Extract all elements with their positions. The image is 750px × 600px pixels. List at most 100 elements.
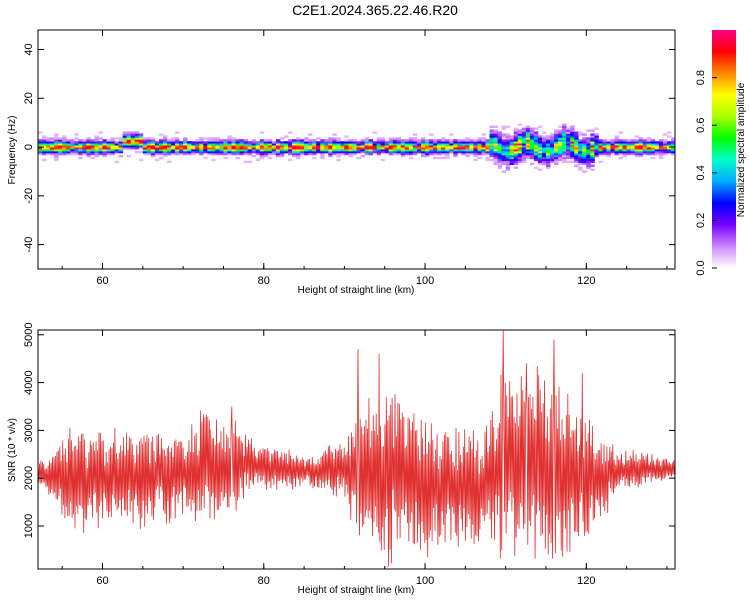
spectrogram-cell	[465, 143, 470, 146]
spectrogram-cell	[469, 149, 474, 152]
spectrogram-cell	[477, 141, 482, 144]
spectrogram-cell	[316, 145, 321, 148]
spectrogram-cell	[433, 152, 438, 156]
spectrogram-cell	[582, 139, 587, 142]
spectrogram-cell	[433, 145, 438, 148]
spectrogram-cell	[590, 164, 595, 167]
spectrogram-cell	[90, 145, 95, 148]
spectrogram-cell	[368, 150, 374, 154]
spectrogram-cell	[400, 150, 406, 154]
spectrogram-cell	[550, 147, 555, 150]
spectrogram-cell	[66, 149, 71, 152]
spectrogram-cell	[433, 139, 438, 142]
spectrogram-cell	[58, 150, 63, 154]
spectrogram-cell	[529, 150, 535, 154]
spectrogram-cell	[489, 152, 494, 156]
spectrogram-cell	[78, 145, 83, 148]
spectrogram-cell	[529, 152, 535, 156]
spectrogram-cell	[255, 143, 261, 146]
spectrogram-cell	[316, 149, 321, 152]
spectrogram-cell	[364, 145, 369, 148]
spectrogram-cell	[175, 131, 180, 134]
spectrogram-cell	[501, 149, 507, 152]
spectrogram-cell	[541, 139, 547, 142]
spectrogram-cell	[255, 150, 261, 154]
spectrogram-cell	[465, 149, 470, 152]
spectrogram-cell	[106, 145, 111, 148]
spectrogram-cell	[574, 133, 579, 136]
spectrogram-cell	[562, 154, 567, 158]
spectrogram-cell	[473, 139, 478, 142]
spectrogram-cell	[223, 147, 228, 150]
spectrogram-cell	[404, 149, 410, 152]
spectrogram-cell	[586, 150, 591, 154]
spectrogram-cell	[533, 147, 539, 150]
spectrogram-cell	[493, 141, 499, 144]
spectrogram-cell	[336, 137, 341, 140]
spectrogram-cell	[167, 143, 172, 146]
spectrogram-cell	[505, 150, 511, 154]
spectrogram-cell	[158, 150, 164, 154]
spectrogram-cell	[300, 139, 305, 142]
spectrogram-cell	[517, 154, 523, 158]
spectrogram-cell	[501, 156, 507, 160]
spectrogram-cell	[219, 149, 224, 152]
spectrogram-cell	[566, 129, 571, 132]
spectrogram-cell	[227, 139, 232, 142]
spectrogram-cell	[618, 143, 623, 146]
spectrogram-cell	[598, 141, 603, 144]
spectrogram-cell	[501, 154, 507, 158]
spectrogram-cell	[412, 152, 418, 156]
spectrogram-cell	[312, 139, 317, 142]
spectrogram-cell	[215, 147, 220, 150]
spectrogram-cell	[666, 147, 672, 150]
spectrogram-cell	[517, 133, 523, 136]
spectrogram-cell	[558, 145, 563, 148]
spectrogram-cell	[348, 143, 353, 146]
spectrogram-cell	[566, 133, 571, 136]
spectrogram-cell	[670, 147, 675, 150]
spectrogram-cell	[537, 158, 543, 162]
spectrogram-cell	[521, 152, 527, 156]
spectrogram-cell	[441, 141, 446, 144]
spectrogram-cell	[376, 141, 382, 144]
spectrogram-cell	[412, 137, 418, 140]
spectrogram-cell	[235, 141, 240, 144]
spectrogram-cell	[126, 139, 132, 142]
spectrogram-cells	[38, 123, 675, 173]
spectrogram-cell	[525, 149, 531, 152]
spectrogram-cell	[243, 160, 249, 164]
spectrogram-cell	[497, 133, 503, 136]
spectrogram-y-tick-label: 40	[23, 43, 35, 55]
spectrogram-cell	[622, 150, 628, 154]
spectrogram-cell	[275, 152, 281, 156]
spectrogram-cell	[312, 145, 317, 148]
spectrogram-cell	[590, 143, 595, 146]
spectrogram-cell	[485, 156, 490, 160]
spectrogram-cell	[642, 150, 648, 154]
spectrogram-cell	[70, 139, 75, 142]
spectrogram-cell	[316, 137, 321, 140]
spectrogram-cell	[42, 141, 47, 144]
spectrogram-cell	[320, 154, 325, 158]
spectrogram-cell	[90, 141, 95, 144]
spectrogram-cell	[509, 160, 515, 164]
spectrogram-cell	[469, 150, 474, 154]
spectrogram-cell	[380, 137, 386, 140]
spectrogram-cell	[505, 152, 511, 156]
spectrogram-cell	[513, 139, 519, 142]
spectrogram-cell	[513, 162, 519, 166]
spectrogram-cell	[529, 154, 535, 158]
spectrogram-cell	[291, 143, 297, 146]
spectrogram-cell	[570, 143, 575, 146]
spectrogram-cell	[582, 160, 587, 164]
spectrogram-cell	[215, 152, 220, 156]
spectrogram-cell	[86, 141, 91, 144]
spectrogram-cell	[521, 131, 527, 134]
spectrogram-cell	[207, 152, 212, 156]
spectrogram-cell	[445, 145, 450, 148]
spectrogram-cell	[537, 160, 543, 164]
spectrogram-cell	[562, 149, 567, 152]
spectrogram-cell	[578, 143, 583, 146]
